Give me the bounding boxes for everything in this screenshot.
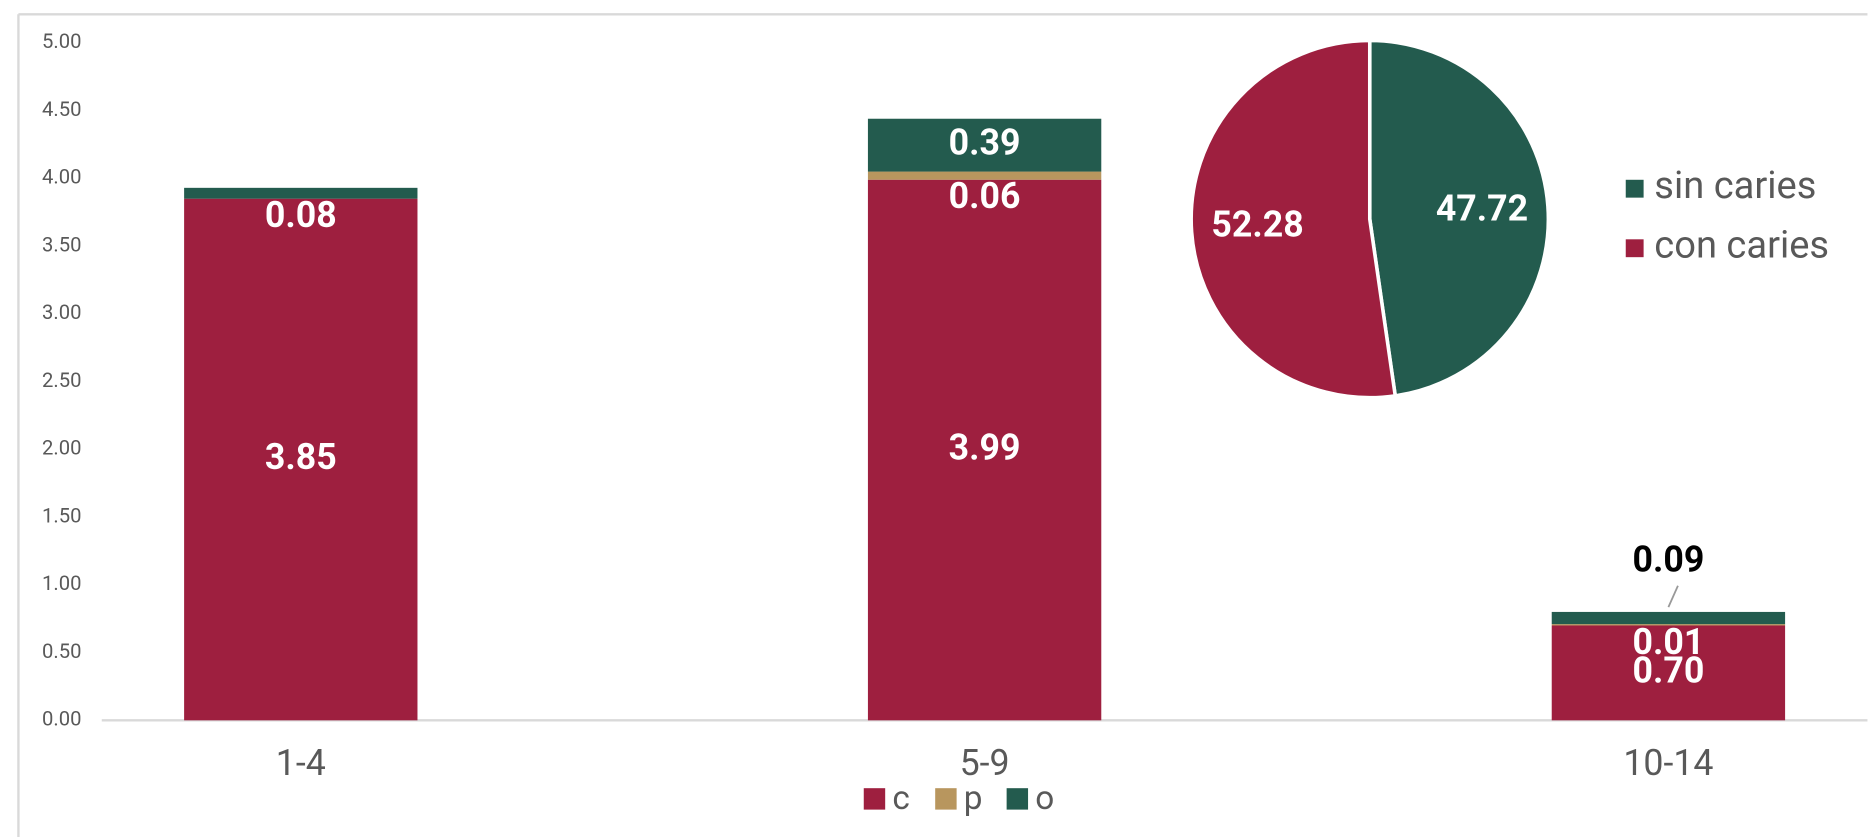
leader-line [1667, 585, 1679, 608]
bar-segment [867, 118, 1102, 172]
y-tick-label: 1.00 [42, 571, 81, 595]
legend-label: sin caries [1654, 164, 1816, 208]
x-tick-label: 1-4 [276, 742, 326, 784]
y-tick-label: 2.00 [42, 436, 81, 460]
bar-segment [867, 171, 1102, 180]
data-label: 0.01 [1633, 621, 1705, 663]
data-label: 0.70 [1633, 649, 1705, 691]
y-tick-label: 3.00 [42, 300, 81, 324]
legend-swatch [1625, 239, 1644, 258]
legend-swatch [935, 788, 957, 810]
data-label: 0.06 [949, 175, 1021, 217]
y-tick-label: 0.50 [42, 639, 81, 663]
data-label: 0.08 [265, 194, 337, 236]
data-label: 0.09 [1633, 538, 1705, 580]
pie-slice [1189, 38, 1398, 400]
y-tick-label: 3.50 [42, 232, 81, 256]
legend-label: o [1035, 779, 1054, 818]
bar-segment [867, 179, 1102, 721]
data-label: 0.39 [949, 122, 1021, 164]
bar-segment [1551, 624, 1786, 626]
bar-segment [184, 198, 418, 721]
y-tick-label: 1.50 [42, 503, 81, 527]
legend-swatch [863, 788, 886, 810]
bar-segment [184, 187, 418, 199]
pie-slice [1367, 38, 1551, 398]
legend-swatch [1625, 179, 1644, 198]
legend-swatch [1006, 788, 1029, 810]
legend-label: c [892, 779, 909, 818]
x-tick-label: 5-9 [960, 742, 1010, 784]
pie-label: 52.28 [1211, 204, 1303, 246]
y-tick-label: 2.50 [42, 368, 81, 392]
y-tick-label: 0.00 [42, 707, 81, 731]
bar-segment [1551, 625, 1786, 721]
y-tick-label: 4.00 [42, 165, 81, 189]
legend-label: p [964, 779, 983, 818]
y-tick-label: 4.50 [42, 97, 81, 121]
legend-label: con caries [1654, 224, 1829, 268]
data-label: 3.85 [265, 436, 337, 478]
y-tick-label: 5.00 [42, 29, 81, 53]
bar-segment [1551, 611, 1786, 625]
pie-label: 47.72 [1436, 187, 1528, 229]
data-label: 3.99 [949, 426, 1021, 468]
x-tick-label: 10-14 [1623, 742, 1713, 784]
